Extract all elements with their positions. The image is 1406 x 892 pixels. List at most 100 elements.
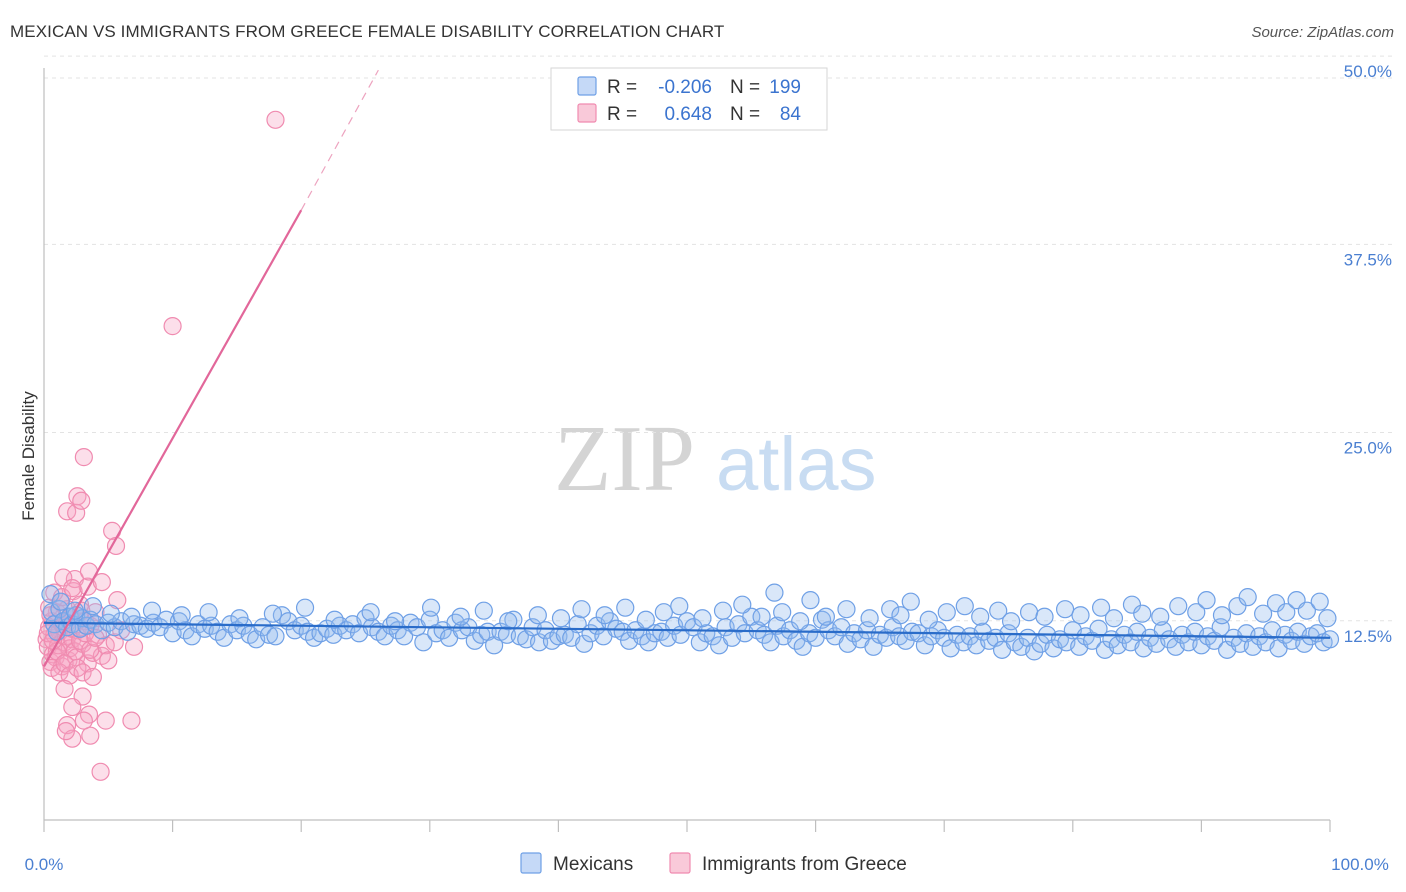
mexicans-point bbox=[670, 597, 689, 616]
source-credit: Source: ZipAtlas.com bbox=[1251, 24, 1394, 41]
greece-point bbox=[63, 729, 82, 748]
mexicans-point bbox=[816, 607, 835, 626]
greece-point bbox=[122, 711, 141, 730]
legend-r-value-greece: 0.648 bbox=[659, 104, 712, 125]
mexicans-point bbox=[801, 591, 820, 610]
watermark-zip: ZIP bbox=[554, 407, 695, 511]
mexicans-point bbox=[421, 598, 441, 617]
mexicans-point bbox=[1254, 604, 1273, 623]
mexicans-point bbox=[142, 601, 162, 620]
greece-point bbox=[54, 568, 73, 587]
legend-swatch-mexicans bbox=[577, 76, 597, 96]
mexicans-point bbox=[901, 592, 920, 611]
mexicans-point bbox=[639, 633, 658, 652]
greece-point bbox=[83, 667, 102, 687]
mexicans-point bbox=[1019, 603, 1039, 622]
mexicans-point bbox=[263, 604, 283, 623]
mexicans-point bbox=[928, 621, 947, 640]
trendlines bbox=[43, 69, 1331, 667]
mexicans-point bbox=[83, 597, 102, 616]
mexicans-point bbox=[1104, 609, 1124, 628]
legend-bottom-swatch-mexicans bbox=[520, 852, 542, 874]
greece-point bbox=[63, 579, 82, 598]
mexicans-point bbox=[1310, 592, 1329, 611]
mexicans-point bbox=[230, 609, 249, 628]
mexicans-point bbox=[791, 612, 810, 631]
mexicans-point bbox=[937, 603, 956, 622]
mexicans-point bbox=[971, 607, 990, 626]
mexicans-point bbox=[414, 633, 433, 652]
mexicans-point bbox=[1133, 604, 1152, 623]
greece-point bbox=[56, 722, 75, 741]
mexicans-point bbox=[616, 598, 635, 617]
mexicans-point bbox=[1277, 603, 1296, 622]
x-ticks bbox=[43, 820, 1331, 832]
mexicans-point bbox=[919, 610, 938, 629]
mexicans-point bbox=[1001, 612, 1021, 631]
greece-point bbox=[86, 628, 105, 647]
mexicans-point bbox=[385, 612, 405, 631]
mexicans-point bbox=[955, 597, 974, 616]
y-tick-label: 12.5% bbox=[1344, 627, 1392, 646]
y-axis-label: Female Disability bbox=[19, 391, 38, 521]
trendline-greece-extension bbox=[300, 69, 379, 211]
mexicans-point bbox=[636, 610, 655, 629]
mexicans-point bbox=[551, 609, 571, 628]
greece-point bbox=[63, 697, 82, 717]
greece-point bbox=[50, 663, 69, 682]
mexicans-point bbox=[325, 610, 344, 629]
trendline-mexicans bbox=[43, 621, 1331, 639]
legend-bottom-label-mexicans: Mexicans bbox=[553, 854, 633, 875]
mexicans-point bbox=[1266, 594, 1286, 613]
mexicans-point bbox=[1071, 606, 1090, 625]
mexicans-point bbox=[1228, 597, 1247, 616]
mexicans-point bbox=[575, 634, 594, 653]
x-tick-label-max: 100.0% bbox=[1331, 855, 1389, 874]
watermark-atlas: atlas bbox=[716, 422, 877, 507]
x-tick-label-min: 0.0% bbox=[25, 855, 64, 874]
mexicans-point bbox=[1035, 607, 1054, 626]
mexicans-point bbox=[1297, 601, 1316, 620]
mexicans-point bbox=[713, 601, 733, 620]
gridlines bbox=[44, 55, 1392, 622]
mexicans-point bbox=[595, 606, 614, 625]
greece-point bbox=[78, 654, 97, 673]
legend-r-label-mexicans: R = bbox=[607, 77, 637, 98]
mexicans-point bbox=[572, 600, 591, 619]
legend-swatch-greece bbox=[577, 103, 597, 123]
mexicans-point bbox=[915, 636, 935, 655]
mexicans-point bbox=[1212, 606, 1232, 625]
series-mexicans-points bbox=[41, 583, 1340, 661]
mexicans-point bbox=[654, 603, 673, 622]
greece-point bbox=[55, 679, 74, 699]
mexicans-point bbox=[499, 612, 518, 631]
mexicans-point bbox=[1089, 619, 1108, 638]
mexicans-point bbox=[1187, 603, 1206, 622]
legend-top: R = -0.206 N = 199 R = 0.648 N = 84 bbox=[550, 67, 828, 131]
mexicans-point bbox=[451, 607, 470, 626]
legend-n-value-mexicans: 199 bbox=[769, 77, 801, 98]
mexicans-point bbox=[693, 609, 712, 628]
greece-point bbox=[96, 711, 115, 730]
legend-n-label-greece: N = bbox=[730, 104, 760, 125]
mexicans-point bbox=[122, 607, 141, 626]
mexicans-point bbox=[1197, 591, 1216, 610]
legend-n-value-greece: 84 bbox=[775, 104, 802, 125]
mexicans-point bbox=[1169, 597, 1188, 616]
mexicans-point bbox=[703, 627, 722, 646]
trendline-greece bbox=[43, 209, 303, 667]
greece-point bbox=[92, 572, 111, 592]
mexicans-point bbox=[1318, 609, 1337, 628]
greece-point bbox=[124, 637, 144, 656]
legend-bottom: Mexicans Immigrants from Greece bbox=[520, 852, 907, 875]
mexicans-point bbox=[1025, 642, 1044, 661]
mexicans-point bbox=[752, 607, 771, 626]
mexicans-point bbox=[50, 600, 69, 619]
y-tick-label: 50.0% bbox=[1344, 62, 1392, 81]
greece-point bbox=[73, 663, 92, 682]
mexicans-point bbox=[172, 606, 191, 625]
legend-top-box bbox=[550, 67, 828, 131]
mexicans-point bbox=[860, 609, 879, 628]
y-tick-labels: 12.5% 25.0% 37.5% 50.0% bbox=[1344, 62, 1392, 646]
